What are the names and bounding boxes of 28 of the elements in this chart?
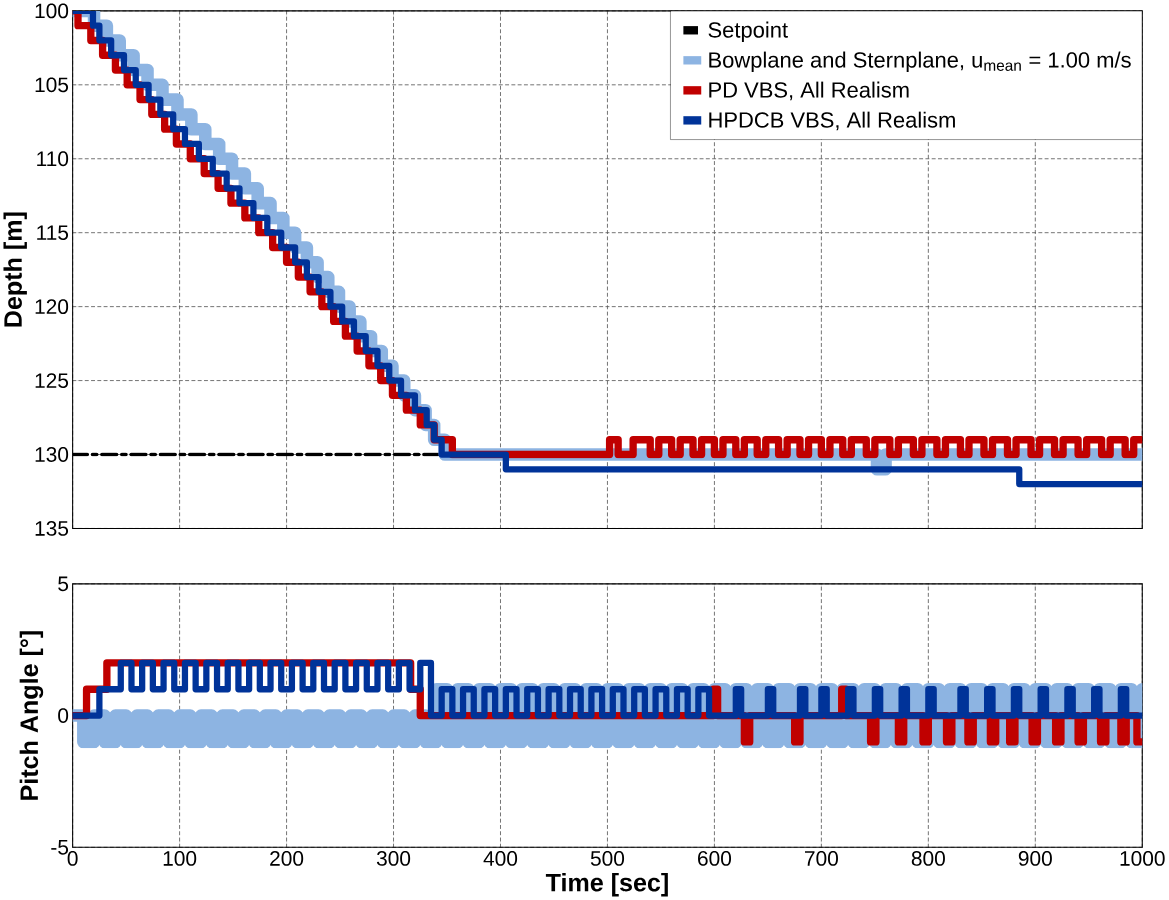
x-tick-label: 600 <box>698 851 732 866</box>
y-axis-title: Pitch Angle [°] <box>19 631 44 800</box>
legend-label: Setpoint <box>708 21 788 43</box>
y-axis-title: Depth [m] <box>3 212 27 327</box>
y-tick-label: -5 <box>51 840 69 855</box>
x-tick-label: 800 <box>911 851 945 866</box>
legend-label: Bowplane and Sternplane, u$_{mean}$ = 1.00 m/s <box>709 51 1131 73</box>
x-tick-label: 300 <box>376 851 411 866</box>
y-tick-label: 0 <box>58 708 69 724</box>
x-tick-label: 900 <box>1018 851 1052 866</box>
x-tick-label: 200 <box>270 851 304 866</box>
y-tick-label: 115 <box>37 225 69 241</box>
x-tick-label: 700 <box>805 851 838 866</box>
y-tick-label: 125 <box>35 373 69 389</box>
y-tick-label: 110 <box>37 151 69 167</box>
legend-label: PD VBS, All Realism <box>709 81 909 101</box>
y-tick-label: 5 <box>58 576 69 592</box>
x-tick-label: 1000 <box>1120 851 1165 866</box>
y-tick-label: 105 <box>35 77 69 93</box>
y-tick-label: 130 <box>35 447 69 462</box>
x-tick-label: 100 <box>163 851 197 866</box>
legend-label: HPDCB VBS, All Realism <box>709 111 955 131</box>
y-tick-label: 120 <box>35 299 69 315</box>
y-tick-label: 135 <box>35 521 69 536</box>
x-axis-title: Time [sec] <box>545 873 668 897</box>
x-tick-label: 500 <box>590 851 625 866</box>
y-tick-label: 100 <box>35 3 69 19</box>
x-tick-label: 400 <box>483 851 518 866</box>
